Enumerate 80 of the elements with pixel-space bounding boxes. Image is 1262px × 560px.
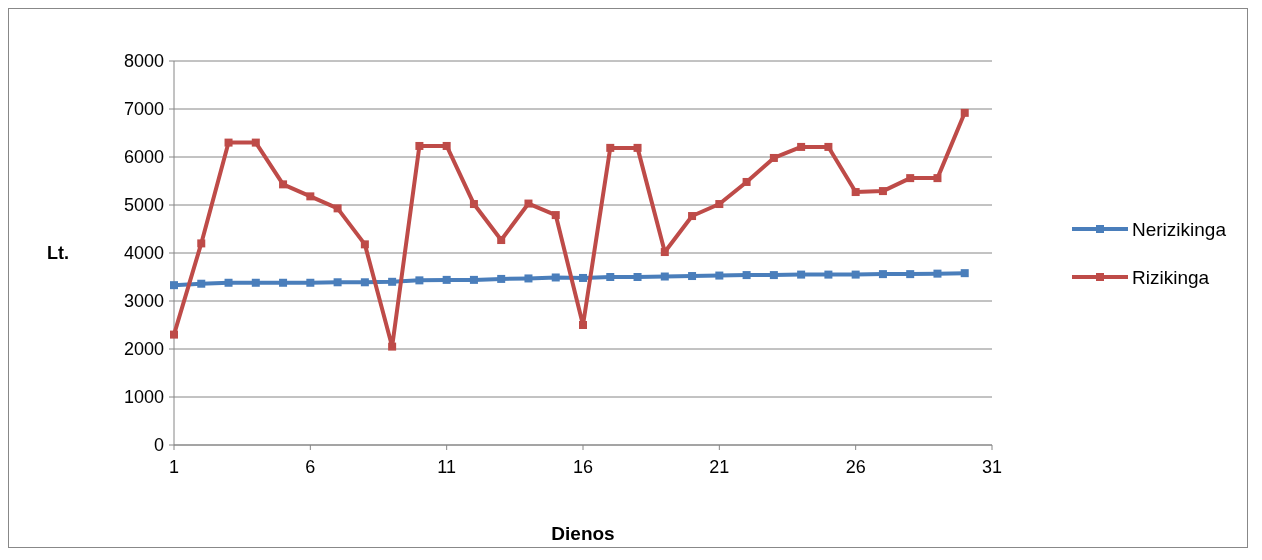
x-tick-label: 16 — [572, 457, 594, 477]
point — [170, 281, 178, 290]
point — [333, 204, 342, 213]
y-tick-label: 1000 — [123, 387, 164, 408]
point — [797, 270, 806, 279]
point — [388, 342, 397, 351]
point — [769, 153, 778, 162]
point — [933, 269, 942, 278]
x-tick-label: 31 — [981, 457, 1003, 477]
point — [742, 177, 751, 186]
point — [906, 270, 915, 279]
point — [333, 278, 342, 287]
legend-label: Rizikinga — [1132, 266, 1210, 288]
point — [524, 274, 533, 283]
y-tick-label: 7000 — [123, 99, 164, 120]
y-tick-label: 3000 — [123, 291, 164, 312]
point — [442, 141, 451, 150]
y-tick-label: 8000 — [123, 51, 164, 72]
point — [851, 270, 860, 279]
point — [197, 239, 206, 248]
x-tick-label: 1 — [168, 457, 180, 477]
point — [797, 142, 806, 151]
point — [306, 192, 315, 201]
legend-label: Nerizikinga — [1132, 218, 1227, 240]
point — [279, 180, 288, 189]
point — [633, 273, 642, 281]
point — [551, 211, 560, 220]
point — [551, 273, 560, 282]
x-tick-label: 6 — [305, 457, 316, 477]
point — [388, 277, 397, 286]
point — [306, 278, 315, 287]
point — [933, 174, 942, 183]
point — [633, 143, 642, 152]
x-axis-title: Dienos — [551, 523, 615, 544]
point — [524, 199, 533, 208]
point — [360, 278, 369, 287]
point — [715, 271, 724, 280]
y-tick-label: 2000 — [123, 339, 164, 360]
point — [715, 200, 724, 209]
point — [824, 270, 833, 279]
point — [878, 187, 887, 196]
point — [606, 273, 615, 281]
point — [688, 272, 697, 281]
point — [579, 321, 587, 329]
point — [960, 108, 969, 117]
x-tick-label: 21 — [709, 457, 730, 477]
point — [224, 138, 233, 147]
point — [606, 143, 615, 152]
x-tick-label: 11 — [437, 457, 457, 477]
point — [497, 274, 506, 283]
point — [415, 276, 424, 285]
point — [469, 200, 478, 209]
point — [251, 278, 260, 287]
point — [197, 279, 206, 288]
point — [960, 269, 969, 278]
point — [660, 248, 669, 257]
point — [497, 236, 506, 245]
y-tick-label: 6000 — [123, 147, 164, 168]
y-tick-label: 4000 — [123, 243, 164, 264]
point — [415, 141, 424, 150]
point — [660, 272, 669, 281]
point — [442, 275, 451, 284]
point — [742, 271, 751, 280]
point — [906, 174, 915, 183]
point — [170, 330, 178, 339]
point — [878, 270, 887, 279]
x-tick-label: 26 — [845, 457, 866, 477]
point — [360, 240, 369, 249]
y-axis-title: Lt. — [47, 243, 69, 264]
y-tick-label: 5000 — [123, 195, 164, 216]
point — [279, 278, 288, 287]
point — [251, 138, 260, 147]
y-tick-label: 0 — [153, 435, 164, 456]
point — [824, 142, 833, 151]
point — [224, 278, 233, 287]
point — [469, 275, 478, 284]
point — [579, 273, 587, 282]
point — [688, 212, 697, 221]
point — [851, 188, 860, 197]
point — [769, 271, 778, 280]
